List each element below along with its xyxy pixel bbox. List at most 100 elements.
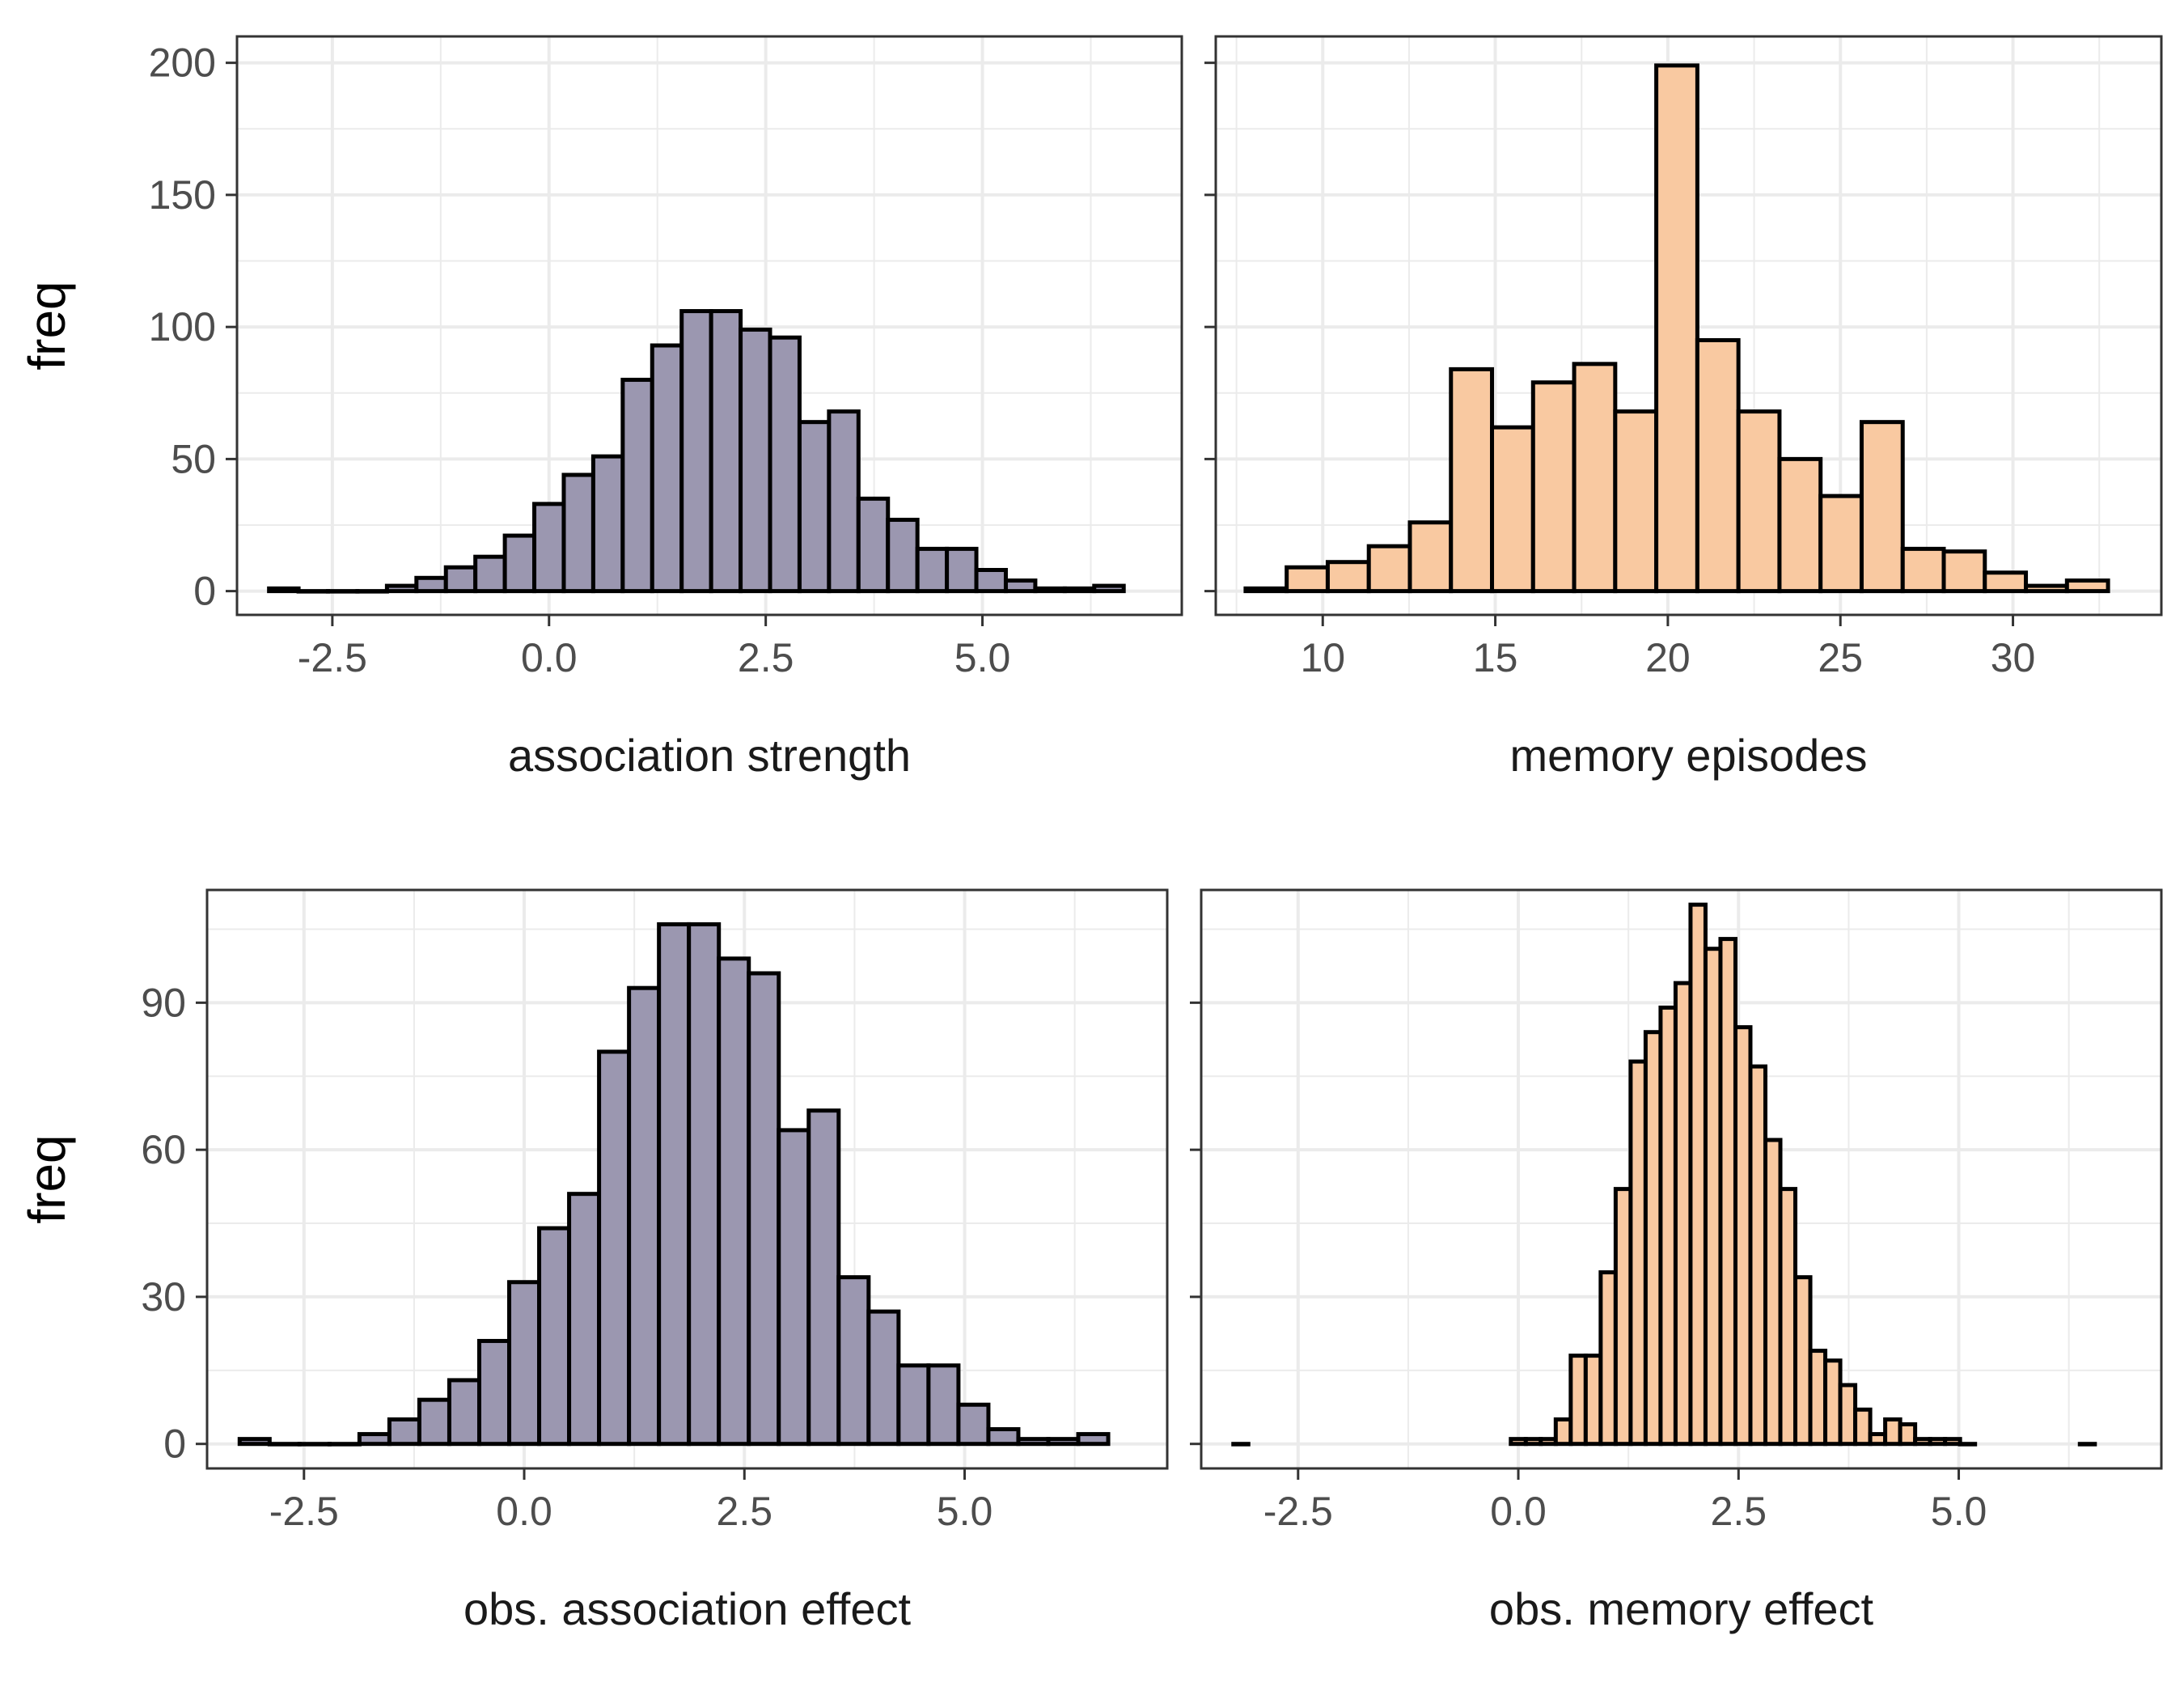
panel-border xyxy=(205,888,1169,1470)
histogram-bar xyxy=(1613,1187,1633,1447)
x-tick-label: 15 xyxy=(1473,635,1518,680)
histogram-bar xyxy=(237,1437,272,1447)
x-tick-label: 0.0 xyxy=(496,1489,552,1534)
histogram-bar xyxy=(1883,1417,1903,1447)
histogram-bar xyxy=(387,1417,421,1447)
histogram-bar xyxy=(561,472,595,594)
x-tick-label: 20 xyxy=(1645,635,1691,680)
histogram-bar xyxy=(567,1192,602,1447)
histogram-bar xyxy=(896,1363,931,1447)
x-tick-label: 5.0 xyxy=(954,635,1011,680)
histogram-bar xyxy=(627,985,662,1447)
histogram-bar xyxy=(1628,1059,1648,1447)
histogram-bar xyxy=(739,327,772,594)
y-tick-label: 200 xyxy=(149,40,216,86)
histogram-bar xyxy=(945,546,979,594)
histogram-bar xyxy=(1509,1437,1528,1447)
y-tick-label: 90 xyxy=(141,980,186,1025)
histogram-bar xyxy=(1046,1437,1081,1447)
y-tick-label: 150 xyxy=(149,172,216,218)
histogram-bar xyxy=(1583,1354,1603,1447)
histogram-bar xyxy=(1553,1417,1573,1447)
histogram-bar xyxy=(1718,937,1737,1447)
histogram-bar xyxy=(355,589,389,594)
histogram-bar xyxy=(709,309,743,594)
histogram-bar xyxy=(1016,1437,1051,1447)
histogram-bar xyxy=(1598,1270,1618,1447)
histogram-bar xyxy=(267,1442,302,1447)
histogram-bar xyxy=(326,589,360,594)
x-tick-label: -2.5 xyxy=(269,1489,339,1534)
histogram-bar xyxy=(590,454,625,594)
histogram-bar xyxy=(507,1280,542,1447)
histogram-bar xyxy=(1695,337,1741,594)
panel-bottom-right: -2.5 0.0 2.5 5.0 obs. memory effect xyxy=(1190,888,2163,1634)
histogram-bar xyxy=(1062,586,1097,594)
histogram-bar xyxy=(1613,409,1659,594)
histogram-bar xyxy=(1688,902,1708,1447)
histogram-bar xyxy=(1748,1064,1767,1447)
histogram-bar xyxy=(1449,366,1495,594)
histogram-bar xyxy=(687,922,722,1447)
histogram-bar xyxy=(417,1397,451,1447)
histogram-bar xyxy=(620,377,654,594)
histogram-bar xyxy=(476,1338,512,1447)
histogram-bar xyxy=(1928,1437,1948,1447)
histogram-bar xyxy=(1763,1138,1783,1447)
histogram-bar xyxy=(1778,1187,1798,1447)
histogram-bar xyxy=(1943,1437,1962,1447)
x-tick-label: -2.5 xyxy=(1263,1489,1333,1534)
histogram-bar xyxy=(1958,1442,1978,1447)
histogram-bar xyxy=(768,335,802,594)
histogram-bar xyxy=(2024,583,2069,594)
histogram-bar xyxy=(747,971,781,1447)
x-tick-label: 2.5 xyxy=(1711,1489,1767,1534)
histogram-bar xyxy=(1231,1442,1251,1447)
histogram-bar xyxy=(886,517,920,594)
histogram-bar xyxy=(327,1442,362,1447)
x-tick-label: 10 xyxy=(1300,635,1345,680)
histogram-bar xyxy=(974,567,1008,594)
histogram-bar xyxy=(1838,1383,1858,1447)
y-tick-label: 30 xyxy=(141,1274,186,1320)
histogram-bar xyxy=(1523,1437,1543,1447)
histogram-bar xyxy=(2077,1442,2097,1447)
histogram-bar xyxy=(1033,586,1067,594)
histogram-bar xyxy=(915,546,950,594)
histogram-bar xyxy=(1736,409,1782,594)
histogram-bar xyxy=(866,1309,901,1447)
histogram-bar xyxy=(267,586,301,594)
histogram-bar xyxy=(1853,1407,1873,1447)
panel-top-left: -2.5 0.0 2.5 5.0 0 50 100 150 200 association str… xyxy=(18,35,1183,781)
histogram-bar xyxy=(1530,380,1577,594)
x-tick-label: 0.0 xyxy=(521,635,578,680)
histogram-bar xyxy=(1733,1025,1753,1447)
histogram-bar xyxy=(1658,1005,1678,1447)
histogram-bar xyxy=(1793,1275,1813,1447)
histogram-bar xyxy=(1643,1030,1663,1447)
panel-border xyxy=(1214,35,2163,616)
x-axis-title: memory episodes xyxy=(1510,730,1868,781)
histogram-bar xyxy=(1003,578,1038,594)
histogram-bar xyxy=(1243,586,1289,594)
panel-border xyxy=(1200,888,2163,1470)
x-axis-title: obs. memory effect xyxy=(1489,1583,1874,1634)
histogram-bar xyxy=(1654,63,1699,594)
histogram-bar xyxy=(1092,583,1126,594)
y-tick-label: 100 xyxy=(149,304,216,350)
histogram-bar xyxy=(357,1432,392,1447)
y-axis-title: freq xyxy=(18,281,76,370)
y-tick-label: 50 xyxy=(171,436,216,481)
x-tick-label: 2.5 xyxy=(738,635,794,680)
x-tick-label: 25 xyxy=(1818,635,1863,680)
y-axis-title: freq xyxy=(18,1134,76,1223)
x-tick-label: 0.0 xyxy=(1490,1489,1547,1534)
histogram-bar xyxy=(502,533,537,594)
histogram-bar xyxy=(537,1226,572,1447)
histogram-bar xyxy=(956,1402,991,1447)
histogram-bar xyxy=(1572,362,1618,594)
histogram-bar xyxy=(532,502,566,594)
histogram-bar xyxy=(679,309,713,594)
histogram-bar xyxy=(1325,560,1371,594)
histogram-bar xyxy=(473,554,507,594)
